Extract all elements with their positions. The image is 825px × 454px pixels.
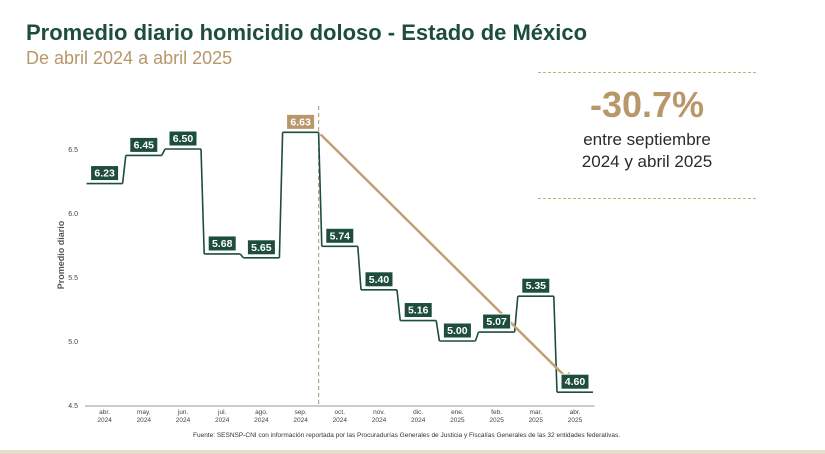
chart-series	[86, 131, 593, 394]
data-label-box	[364, 271, 394, 288]
step-riser	[121, 155, 127, 184]
step-riser	[357, 246, 362, 290]
data-label-box	[129, 136, 159, 153]
x-tick-label: dic.	[413, 409, 423, 416]
x-tick-year: 2024	[215, 417, 230, 424]
data-label: 6.23	[94, 168, 115, 180]
x-tick-label: abr.	[99, 409, 110, 416]
step-riser	[317, 132, 323, 247]
data-label-box	[403, 302, 433, 319]
x-tick-label: oct.	[335, 409, 346, 416]
page-subtitle: De abril 2024 a abril 2025	[26, 48, 233, 68]
data-label: 4.60	[565, 376, 586, 388]
data-label-box	[482, 313, 512, 330]
y-tick-label: 5.5	[68, 275, 78, 282]
x-tick-year: 2024	[372, 417, 387, 424]
data-label: 5.68	[212, 238, 233, 250]
step-riser	[553, 296, 558, 393]
x-tick-label: jun.	[177, 409, 189, 416]
data-label: 5.65	[251, 242, 272, 254]
x-tick-label: mar.	[529, 409, 542, 416]
x-tick-label: jul.	[217, 409, 227, 416]
data-label-box	[246, 239, 276, 256]
page-title: Promedio diario homicidio doloso - Estad…	[26, 20, 588, 45]
step-riser	[474, 331, 480, 342]
x-tick-year: 2024	[254, 417, 269, 424]
y-tick-label: 6.0	[68, 211, 78, 218]
source-note: Fuente: SESNSP-CNI con información repor…	[193, 432, 621, 439]
x-tick-year: 2025	[489, 417, 504, 424]
x-tick-year: 2025	[450, 417, 465, 424]
x-tick-year: 2024	[97, 417, 112, 424]
data-label-box	[90, 165, 120, 182]
x-tick-label: may.	[137, 409, 151, 416]
step-riser	[396, 289, 401, 321]
x-tick-label: ene.	[451, 409, 464, 416]
data-label: 5.40	[369, 274, 390, 286]
x-tick-label: ago.	[255, 409, 268, 416]
data-label: 5.16	[408, 305, 429, 317]
x-tick-year: 2024	[137, 417, 152, 424]
x-tick-year: 2024	[411, 417, 426, 424]
x-tick-label: sep.	[294, 409, 306, 416]
data-label-box	[207, 235, 237, 252]
callout-divider-bottom	[538, 198, 756, 199]
y-tick-label: 6.5	[68, 147, 78, 154]
data-label: 5.35	[526, 280, 547, 292]
x-tick-label: abr.	[570, 409, 581, 416]
data-label: 6.45	[134, 139, 155, 151]
data-label-box	[521, 277, 551, 294]
x-tick-label: nov.	[373, 409, 385, 416]
y-tick-label: 5.0	[68, 339, 78, 346]
step-riser	[435, 320, 441, 342]
chart-data-labels: 6.23 6.45 6.50 5.68 5.65 6.63 5.74 5.40 5.16 5.00…	[90, 113, 590, 390]
callout-percent: -30.7%	[589, 84, 705, 125]
data-label-box	[442, 322, 472, 339]
data-label: 5.74	[330, 230, 351, 242]
callout-divider-top	[538, 72, 756, 73]
data-label-box	[325, 227, 355, 244]
callout-line-1: entre septiembre	[583, 130, 711, 149]
x-tick-year: 2025	[568, 417, 583, 424]
data-label: 5.07	[486, 316, 507, 328]
step-riser	[161, 148, 166, 156]
y-axis-title: Promedio diario	[56, 220, 66, 289]
data-label-box	[560, 373, 590, 390]
x-tick-label: feb.	[491, 409, 502, 416]
callout-line-2: 2024 y abril 2025	[581, 152, 713, 171]
x-tick-year: 2024	[176, 417, 191, 424]
data-label: 6.50	[173, 133, 194, 145]
x-tick-year: 2025	[529, 417, 544, 424]
data-label-box	[286, 113, 316, 130]
y-tick-label: 4.5	[68, 403, 78, 410]
bottom-strip	[0, 450, 825, 454]
trend-arrow-group	[319, 133, 574, 385]
x-tick-year: 2024	[293, 417, 308, 424]
data-label: 5.00	[447, 325, 468, 337]
step-riser	[200, 148, 205, 254]
step-riser	[278, 132, 284, 258]
x-tick-year: 2024	[333, 417, 348, 424]
data-label-box	[168, 130, 198, 147]
data-label: 6.63	[290, 116, 311, 128]
trend-arrow	[319, 133, 574, 385]
step-riser	[239, 253, 245, 259]
